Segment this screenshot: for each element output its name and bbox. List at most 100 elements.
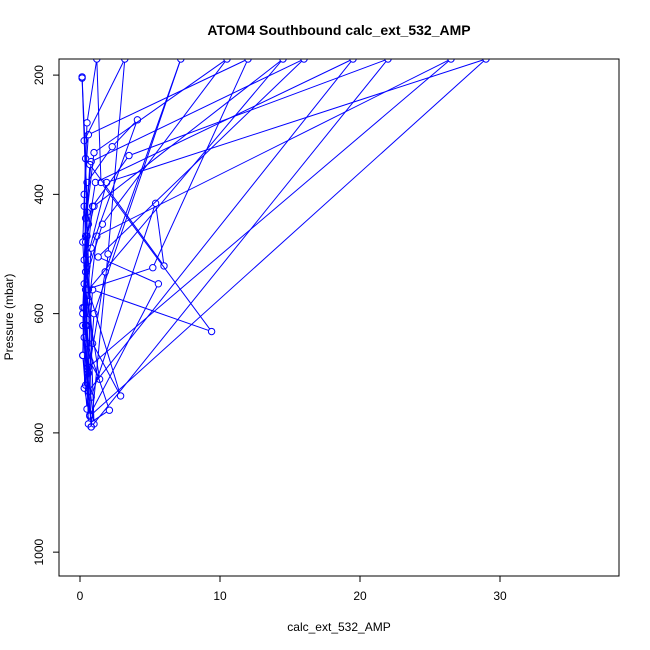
series-line-segment <box>107 62 126 251</box>
data-point <box>79 238 87 246</box>
data-point <box>207 327 216 336</box>
series-line-segment <box>93 346 120 394</box>
data-point <box>93 59 101 63</box>
data-point <box>80 384 88 392</box>
plot-frame <box>58 58 620 577</box>
data-point <box>84 363 93 371</box>
y-tick-label: 400 <box>32 184 46 204</box>
data-point <box>90 309 98 318</box>
data-point <box>84 131 93 139</box>
data-point <box>90 420 98 428</box>
data-point <box>133 116 142 124</box>
series-line-segment <box>153 61 248 266</box>
series-line-segment <box>84 391 90 414</box>
data-point <box>84 286 93 294</box>
series-line-segment <box>94 61 181 311</box>
y-tick-label: 800 <box>32 423 46 443</box>
series-line-segment <box>105 61 181 270</box>
data-point <box>97 178 105 187</box>
series-line-segment <box>98 59 351 182</box>
data-point <box>84 297 93 306</box>
data-point <box>87 393 95 401</box>
series-line-segment <box>90 286 158 413</box>
data-point <box>80 303 88 312</box>
series-line-segment <box>90 61 282 288</box>
data-point <box>300 59 308 63</box>
data-point <box>80 190 88 199</box>
data-point <box>87 157 95 166</box>
series-line-segment <box>93 59 302 161</box>
data-point <box>79 351 87 360</box>
data-point <box>80 256 88 264</box>
y-tick-label: 1000 <box>32 538 46 565</box>
data-point <box>81 154 90 163</box>
data-point <box>83 119 91 127</box>
series-line-segment <box>131 59 386 155</box>
data-point <box>88 339 97 348</box>
series-line-segment <box>82 328 95 421</box>
y-axis-label: Pressure (mbar) <box>2 274 16 361</box>
series-line-segment <box>92 61 387 425</box>
data-point <box>151 199 160 208</box>
data-point <box>83 405 91 413</box>
data-point <box>384 59 392 63</box>
series-line-segment <box>88 292 121 393</box>
series-line-segment <box>88 185 107 252</box>
data-point <box>81 214 90 222</box>
data-point <box>83 178 91 187</box>
series-line-segment <box>102 184 211 330</box>
data-point <box>160 262 168 270</box>
data-point <box>95 375 104 383</box>
data-point <box>90 148 98 157</box>
data-point <box>349 59 357 63</box>
data-point <box>447 59 455 63</box>
data-point <box>482 59 490 63</box>
data-point <box>98 220 107 228</box>
series-line-segment <box>109 59 484 182</box>
data-point <box>81 286 90 294</box>
data-point <box>93 232 101 240</box>
chart-title: ATOM4 Southbound calc_ext_532_AMP <box>207 22 470 38</box>
series-line-segment <box>85 275 89 365</box>
data-point <box>80 333 88 342</box>
y-tick-label: 200 <box>32 65 46 85</box>
series-line-segment <box>88 268 150 290</box>
x-tick-label: 10 <box>213 589 227 603</box>
series-line-segment <box>90 60 449 366</box>
data-point <box>83 232 91 240</box>
data-point <box>83 315 91 324</box>
data-point <box>84 220 93 228</box>
series-line-segment <box>86 62 97 120</box>
data-point <box>78 74 86 82</box>
data-point <box>86 412 94 420</box>
series-line-segment <box>155 206 165 263</box>
data-point <box>279 59 287 63</box>
series-line-segment <box>90 61 352 389</box>
series-line-segment <box>91 59 246 134</box>
data-point <box>244 59 252 63</box>
data-point <box>88 286 97 294</box>
data-point <box>81 268 90 276</box>
data-point <box>149 264 157 272</box>
series-line-segment <box>100 60 303 256</box>
data-point <box>223 59 231 63</box>
x-tick-label: 20 <box>353 589 367 603</box>
x-axis-label: calc_ext_532_AMP <box>287 620 390 634</box>
series-layer <box>78 59 490 431</box>
series-line-segment <box>96 60 225 152</box>
data-point <box>84 250 93 258</box>
data-point <box>177 59 185 63</box>
data-point <box>80 202 88 210</box>
series-line-segment <box>103 61 226 222</box>
data-point <box>94 253 102 261</box>
data-point <box>102 178 111 187</box>
data-point <box>83 339 91 348</box>
data-point <box>91 178 100 187</box>
data-point <box>87 244 95 252</box>
data-point <box>154 280 163 288</box>
series-line-segment <box>100 257 156 283</box>
data-point <box>79 321 87 330</box>
y-tick-label: 600 <box>32 303 46 323</box>
